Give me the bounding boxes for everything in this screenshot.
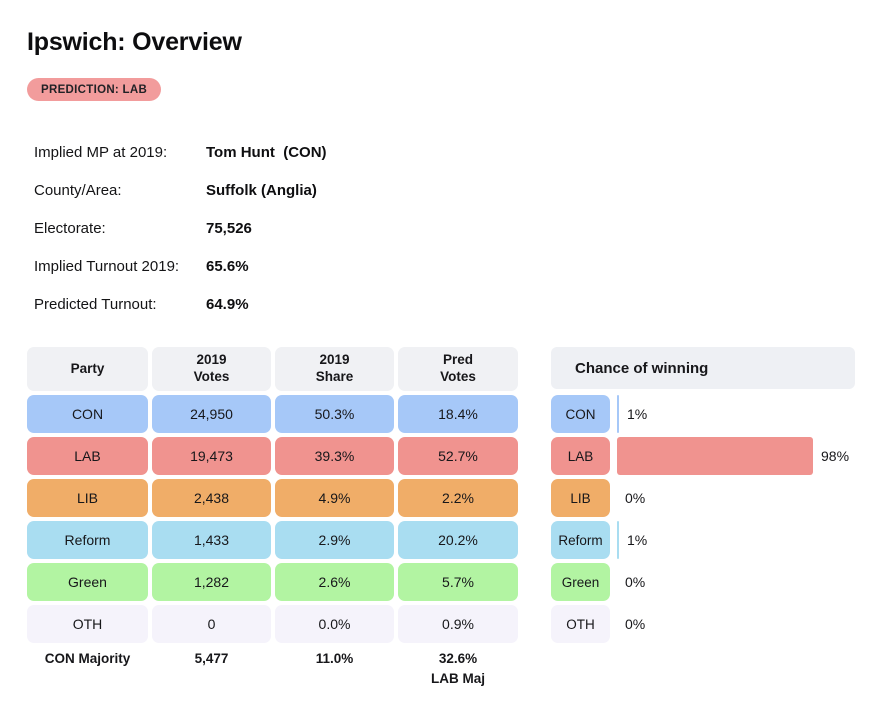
majority-share: 11.0% xyxy=(315,651,354,666)
results-table: Party 2019 Votes 2019 Share Pred Votes C… xyxy=(27,347,518,692)
pred-share-cell: 0.9% xyxy=(398,605,518,643)
share-2019-cell: 2.9% xyxy=(275,521,394,559)
info-value: 75,526 xyxy=(206,219,252,237)
results-table-row-oth: OTH 0 0.0% 0.9% xyxy=(27,605,518,643)
chance-party-chip: LIB xyxy=(551,479,610,517)
votes-2019-cell: 1,433 xyxy=(152,521,271,559)
share-2019-cell: 50.3% xyxy=(275,395,394,433)
info-value: 64.9% xyxy=(206,295,249,313)
votes-2019-cell: 1,282 xyxy=(152,563,271,601)
info-row-electorate: Electorate: 75,526 xyxy=(34,209,891,247)
header-cell-pred-votes: Pred Votes xyxy=(398,347,518,391)
overview-main: Party 2019 Votes 2019 Share Pred Votes C… xyxy=(27,347,891,692)
info-row-implied-mp: Implied MP at 2019: Tom Hunt (CON) xyxy=(34,133,891,171)
share-2019-cell: 0.0% xyxy=(275,605,394,643)
info-row-implied-turnout: Implied Turnout 2019: 65.6% xyxy=(34,247,891,285)
party-cell: CON xyxy=(27,395,148,433)
chance-party-chip: Reform xyxy=(551,521,610,559)
info-label: Implied MP at 2019: xyxy=(34,143,168,161)
info-row-predicted-turnout: Predicted Turnout: 64.9% xyxy=(34,285,891,323)
info-label: Predicted Turnout: xyxy=(34,295,157,313)
page-title: Ipswich: Overview xyxy=(27,28,242,56)
majority-label: CON Majority xyxy=(44,651,131,666)
chance-panel-title: Chance of winning xyxy=(551,347,855,389)
pred-share-cell: 20.2% xyxy=(398,521,518,559)
chance-percent-label: 1% xyxy=(627,532,648,548)
chance-row-reform: Reform 1% xyxy=(551,521,855,559)
votes-2019-cell: 24,950 xyxy=(152,395,271,433)
majority-pred: 32.6% LAB Maj xyxy=(431,651,485,686)
pred-share-cell: 5.7% xyxy=(398,563,518,601)
party-cell: Green xyxy=(27,563,148,601)
info-value: 65.6% xyxy=(206,257,249,275)
info-value: Tom Hunt (CON) xyxy=(206,143,327,161)
results-table-row-lab: LAB 19,473 39.3% 52.7% xyxy=(27,437,518,475)
results-table-header-row: Party 2019 Votes 2019 Share Pred Votes xyxy=(27,347,518,391)
results-table-footer-row: CON Majority 5,477 11.0% 32.6% LAB Maj xyxy=(27,649,518,688)
chance-of-winning-panel: Chance of winning CON 1% LAB 98% LIB 0% Reform… xyxy=(551,347,855,647)
results-table-row-green: Green 1,282 2.6% 5.7% xyxy=(27,563,518,601)
chance-percent-label: 0% xyxy=(625,574,646,590)
share-2019-cell: 4.9% xyxy=(275,479,394,517)
results-table-row-lib: LIB 2,438 4.9% 2.2% xyxy=(27,479,518,517)
chance-percent-label: 98% xyxy=(821,448,850,464)
party-cell: LIB xyxy=(27,479,148,517)
pred-share-cell: 2.2% xyxy=(398,479,518,517)
prediction-badge: PREDICTION: LAB xyxy=(27,78,162,101)
votes-2019-cell: 2,438 xyxy=(152,479,271,517)
chance-bar xyxy=(617,521,619,559)
header-cell-party: Party xyxy=(27,347,148,391)
chance-percent-label: 1% xyxy=(627,406,648,422)
info-value: Suffolk (Anglia) xyxy=(206,181,317,199)
chance-party-chip: Green xyxy=(551,563,610,601)
chance-percent-label: 0% xyxy=(625,490,646,506)
chance-party-chip: OTH xyxy=(551,605,610,643)
chance-row-lab: LAB 98% xyxy=(551,437,855,475)
constituency-overview-page: Ipswich: Overview PREDICTION: LAB Implie… xyxy=(27,28,891,692)
header-cell-2019-votes: 2019 Votes xyxy=(152,347,271,391)
pred-share-cell: 18.4% xyxy=(398,395,518,433)
party-cell: LAB xyxy=(27,437,148,475)
info-label: Implied Turnout 2019: xyxy=(34,257,180,275)
chance-party-chip: LAB xyxy=(551,437,610,475)
votes-2019-cell: 0 xyxy=(152,605,271,643)
chance-row-oth: OTH 0% xyxy=(551,605,855,643)
info-label: Electorate: xyxy=(34,219,106,237)
chance-row-lib: LIB 0% xyxy=(551,479,855,517)
chance-bar xyxy=(617,395,619,433)
chance-party-chip: CON xyxy=(551,395,610,433)
info-label: County/Area: xyxy=(34,181,122,199)
majority-votes: 5,477 xyxy=(194,651,229,666)
header-cell-2019-share: 2019 Share xyxy=(275,347,394,391)
results-table-row-con: CON 24,950 50.3% 18.4% xyxy=(27,395,518,433)
info-row-county-area: County/Area: Suffolk (Anglia) xyxy=(34,171,891,209)
chance-percent-label: 0% xyxy=(625,616,646,632)
results-table-row-reform: Reform 1,433 2.9% 20.2% xyxy=(27,521,518,559)
chance-row-con: CON 1% xyxy=(551,395,855,433)
party-cell: Reform xyxy=(27,521,148,559)
votes-2019-cell: 19,473 xyxy=(152,437,271,475)
constituency-info: Implied MP at 2019: Tom Hunt (CON) Count… xyxy=(34,133,891,323)
pred-share-cell: 52.7% xyxy=(398,437,518,475)
party-cell: OTH xyxy=(27,605,148,643)
share-2019-cell: 2.6% xyxy=(275,563,394,601)
chance-bar xyxy=(617,437,813,475)
chance-row-green: Green 0% xyxy=(551,563,855,601)
share-2019-cell: 39.3% xyxy=(275,437,394,475)
